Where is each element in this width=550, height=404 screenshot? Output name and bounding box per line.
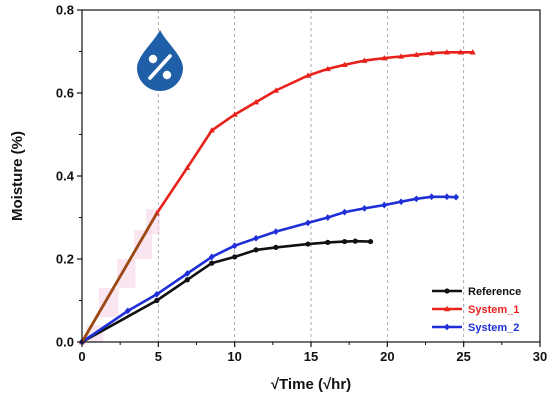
series-line-overlay — [80, 212, 159, 343]
y-tick-label: 0.8 — [56, 3, 74, 18]
x-tick-label: 20 — [380, 349, 394, 364]
data-point — [272, 87, 279, 93]
data-point — [253, 98, 260, 105]
data-point — [341, 208, 348, 216]
data-point — [443, 49, 450, 55]
data-point — [341, 238, 348, 245]
data-point — [124, 307, 131, 315]
x-tick-label: 5 — [155, 349, 162, 364]
data-point — [398, 198, 405, 206]
legend-label: Reference — [468, 286, 521, 298]
legend-item: System_1 — [432, 304, 519, 316]
data-point — [253, 234, 260, 242]
percent-dot — [148, 54, 158, 64]
data-point — [428, 193, 435, 201]
data-point — [324, 65, 331, 72]
legend-label: System_2 — [468, 322, 519, 334]
y-tick-label: 0.6 — [56, 86, 74, 101]
series-line — [81, 195, 457, 344]
series-layer — [79, 49, 476, 346]
data-point — [381, 201, 388, 209]
legend-item: System_2 — [432, 322, 519, 334]
y-axis-title: Moisture (%) — [9, 131, 26, 221]
data-point — [444, 323, 450, 331]
legend: Reference System_1 System_2 — [432, 286, 521, 334]
data-point — [361, 204, 368, 212]
highlight-box — [117, 259, 136, 289]
data-point — [208, 127, 215, 133]
data-point — [469, 49, 476, 55]
data-point — [304, 219, 311, 227]
y-tick-label: 0.4 — [56, 169, 75, 184]
y-tick-label: 0.0 — [56, 335, 74, 350]
data-point — [184, 164, 191, 170]
series-line — [80, 50, 473, 343]
data-point — [352, 238, 358, 244]
data-point — [153, 290, 160, 298]
data-point — [398, 53, 405, 59]
data-point — [443, 193, 450, 201]
data-point — [444, 288, 450, 294]
series-reference — [79, 238, 374, 345]
data-point — [208, 253, 215, 261]
y-tick-label: 0.2 — [56, 252, 74, 267]
moisture-percent-drop-icon — [137, 30, 183, 91]
percent-dot — [162, 70, 172, 80]
data-point — [231, 242, 238, 250]
data-point — [341, 61, 348, 67]
data-point — [453, 193, 460, 201]
data-point — [367, 238, 374, 245]
data-point — [413, 51, 420, 58]
data-point — [324, 214, 331, 221]
drop-shape — [137, 30, 183, 91]
data-point — [457, 49, 464, 55]
data-point — [231, 111, 238, 117]
x-tick-label: 10 — [227, 349, 241, 364]
percent-slash — [148, 54, 172, 80]
x-tick-label: 30 — [533, 349, 547, 364]
data-point — [184, 277, 190, 283]
data-point — [232, 254, 238, 260]
data-point — [304, 72, 311, 78]
data-point — [444, 305, 450, 312]
legend-item: Reference — [432, 286, 521, 298]
series-system-1 — [79, 49, 476, 345]
data-point — [413, 195, 420, 203]
x-tick-label: 0 — [78, 349, 85, 364]
legend-label: System_1 — [468, 304, 519, 316]
data-point — [272, 228, 279, 236]
highlight-box — [133, 229, 153, 259]
data-point — [305, 241, 311, 247]
data-point — [209, 260, 215, 266]
series-line — [81, 239, 371, 344]
data-point — [253, 247, 259, 253]
data-point — [428, 49, 435, 56]
grid-layer — [157, 10, 465, 342]
data-point — [154, 297, 160, 304]
x-axis-title: √Time (√hr) — [271, 376, 351, 393]
x-tick-label: 15 — [304, 349, 318, 364]
axis-layer: 0 5 10 15 20 25 30 0.0 0.2 0.4 0.6 0.8 √Time (√hr) Mo… — [9, 3, 547, 394]
x-tick-label: 25 — [456, 349, 470, 364]
data-point — [381, 54, 388, 61]
data-point — [273, 244, 279, 250]
data-point — [325, 239, 331, 245]
data-point — [184, 270, 191, 277]
data-point — [361, 57, 368, 63]
highlight-box — [98, 288, 119, 318]
series-system-2 — [79, 193, 460, 346]
